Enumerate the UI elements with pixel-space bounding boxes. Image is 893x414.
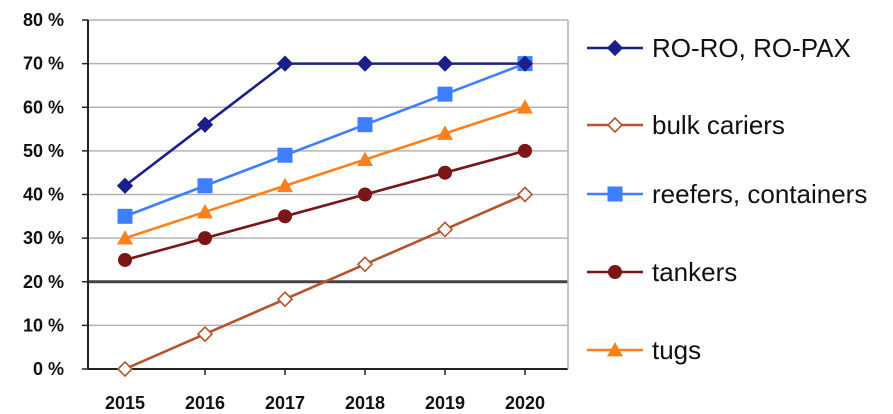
- data-point: [276, 291, 294, 308]
- series-3: [118, 143, 532, 267]
- legend-marker: [606, 116, 624, 134]
- x-tick-label: 2018: [345, 393, 385, 413]
- data-point: [358, 187, 372, 202]
- series-line: [124, 193, 526, 371]
- y-tick-label: 60 %: [23, 97, 64, 117]
- data-point: [197, 178, 213, 194]
- data-point: [277, 177, 293, 193]
- y-tick-label: 20 %: [23, 272, 64, 292]
- x-axis-ticks: 2015 2016 2017 2018 2019 2020: [105, 369, 545, 413]
- series-1: [116, 186, 534, 378]
- data-point: [516, 186, 534, 203]
- legend-label: bulk cariers: [652, 110, 785, 140]
- x-tick-label: 2017: [265, 393, 305, 413]
- data-point: [516, 55, 534, 72]
- data-point: [117, 230, 133, 245]
- y-tick-label: 50 %: [23, 141, 64, 161]
- data-point: [197, 203, 213, 219]
- series-line: [124, 62, 525, 187]
- legend-entry: tugs: [587, 335, 701, 365]
- series-2: [117, 56, 533, 224]
- series-line: [124, 149, 526, 262]
- series-0: [116, 55, 534, 194]
- legend-label: reefers, containers: [652, 179, 867, 209]
- data-point: [436, 221, 454, 238]
- legend-label: tugs: [652, 335, 701, 365]
- data-point: [357, 117, 373, 133]
- series-line: [124, 106, 526, 240]
- y-tick-label: 70 %: [23, 54, 64, 74]
- legend-marker: [607, 186, 623, 202]
- data-point: [117, 208, 133, 224]
- legend-entry: RO-RO, RO-PAX: [587, 33, 851, 63]
- data-point: [436, 55, 454, 72]
- x-tick-label: 2016: [185, 393, 225, 413]
- legend-entry: bulk cariers: [587, 110, 785, 140]
- legend-entry: tankers: [587, 257, 737, 287]
- legend-entry: reefers, containers: [587, 179, 867, 209]
- x-tick-label: 2019: [425, 393, 465, 413]
- series: [116, 55, 534, 378]
- series-4: [117, 99, 533, 245]
- data-point: [437, 86, 453, 102]
- y-axis-ticks: 0 % 10 % 20 % 30 % 40 % 50 % 60 % 70 % 80 %: [23, 10, 88, 379]
- legend-marker: [608, 265, 622, 279]
- legend-marker: [607, 342, 623, 357]
- series-line: [124, 62, 526, 218]
- data-point: [198, 231, 212, 246]
- data-point: [196, 325, 214, 343]
- data-point: [517, 99, 533, 114]
- legend-marker: [606, 39, 624, 57]
- x-tick-label: 2015: [105, 393, 145, 413]
- data-point: [276, 55, 294, 72]
- data-point: [196, 116, 214, 133]
- legend-label: RO-RO, RO-PAX: [652, 33, 851, 63]
- data-point: [356, 256, 374, 273]
- y-tick-label: 40 %: [23, 185, 64, 205]
- y-tick-label: 10 %: [23, 315, 64, 335]
- x-tick-label: 2020: [505, 393, 545, 413]
- data-point: [357, 151, 373, 166]
- y-tick-label: 80 %: [23, 10, 64, 30]
- data-point: [278, 209, 292, 224]
- data-point: [118, 252, 132, 267]
- data-point: [356, 55, 374, 72]
- data-point: [116, 177, 134, 194]
- y-tick-label: 30 %: [23, 228, 64, 248]
- data-point: [116, 360, 134, 378]
- data-point: [277, 147, 293, 163]
- data-point: [518, 143, 532, 158]
- y-tick-label: 0 %: [33, 359, 64, 379]
- legend-label: tankers: [652, 257, 737, 287]
- gridlines: [88, 19, 568, 327]
- data-point: [438, 165, 452, 180]
- legend: RO-RO, RO-PAX bulk cariers reefers, contai…: [587, 33, 867, 365]
- data-point: [437, 125, 453, 140]
